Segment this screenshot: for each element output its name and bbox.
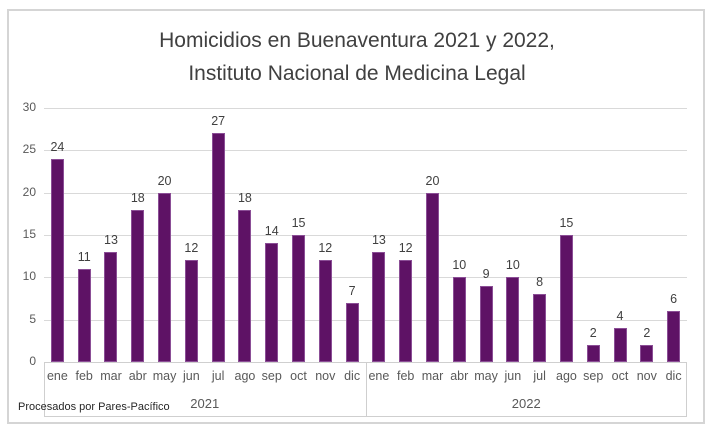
- bar-value-label: 14: [264, 224, 279, 239]
- bar-2022-mar: [425, 192, 439, 362]
- bar-2022-ene: [372, 251, 386, 362]
- month-label-2021-mar: mar: [100, 369, 122, 383]
- bar-2022-abr: [452, 277, 466, 362]
- month-label-2022-may: may: [474, 369, 498, 383]
- bar-value-label: 12: [184, 241, 199, 256]
- bar-value-label: 2: [643, 326, 651, 341]
- bar-value-label: 18: [130, 190, 145, 205]
- month-label-2022-jul: jul: [533, 369, 546, 383]
- bar-value-label: 11: [77, 249, 91, 264]
- month-label-2021-ago: ago: [234, 369, 256, 383]
- y-tick-label: 15: [22, 227, 36, 241]
- bar-2021-sep: [265, 243, 279, 362]
- bar-2022-dic: [667, 311, 681, 362]
- month-label-2021-sep: sep: [261, 369, 282, 383]
- bar-2021-mar: [104, 251, 118, 362]
- gridline-20: [44, 192, 687, 194]
- group-divider: [365, 362, 367, 417]
- gridline-10: [44, 277, 687, 279]
- month-label-2021-oct: oct: [290, 369, 307, 383]
- bar-value-label: 6: [670, 292, 678, 307]
- month-label-2022-ago: ago: [556, 369, 577, 383]
- gridline-30: [44, 108, 687, 109]
- y-tick-label: 5: [29, 311, 36, 326]
- month-label-2022-oct: oct: [611, 369, 629, 383]
- bar-2021-abr: [131, 209, 145, 362]
- y-tick-label: 30: [22, 100, 36, 114]
- month-label-2021-ene: ene: [46, 369, 68, 383]
- bar-value-label: 27: [211, 114, 226, 129]
- month-label-2022-abr: abr: [450, 369, 469, 383]
- bar-2021-jun: [184, 260, 198, 362]
- bar-value-label: 15: [291, 216, 306, 230]
- bar-value-label: 2: [589, 326, 597, 341]
- y-tick-label: 20: [22, 184, 36, 199]
- bar-2021-nov: [318, 260, 332, 362]
- month-label-2022-ene: ene: [368, 369, 390, 383]
- bar-value-label: 9: [482, 266, 490, 281]
- month-label-2022-nov: nov: [636, 369, 657, 383]
- gridline-25: [44, 150, 687, 152]
- source-note: Procesados por Pares-Pacífico: [18, 401, 170, 413]
- year-label-2022: 2022: [511, 396, 541, 411]
- month-label-2022-mar: mar: [421, 369, 444, 383]
- bar-value-label: 13: [371, 232, 386, 247]
- year-label-2021: 2021: [190, 396, 220, 411]
- bar-2022-may: [479, 285, 493, 362]
- chart-title: Homicidios en Buenaventura 2021 y 2022, …: [0, 24, 714, 90]
- bar-2022-sep: [586, 345, 600, 362]
- month-label-2022-feb: feb: [396, 369, 415, 383]
- bar-2021-oct: [292, 235, 306, 362]
- chart-title-line2: Instituto Nacional de Medicina Legal: [188, 62, 526, 85]
- bar-2022-ago: [559, 235, 573, 362]
- month-label-2021-feb: feb: [75, 369, 93, 383]
- month-label-2022-jun: jun: [504, 369, 522, 383]
- bar-value-label: 10: [452, 258, 467, 273]
- month-label-2021-dic: dic: [344, 369, 361, 383]
- month-label-2021-jul: jul: [211, 369, 225, 383]
- bar-2021-feb: [77, 268, 91, 362]
- chart-title-line1: Homicidios en Buenaventura 2021 y 2022,: [159, 29, 555, 52]
- bar-2022-jul: [533, 294, 547, 362]
- bar-value-label: 10: [505, 258, 520, 273]
- bar-value-label: 12: [318, 241, 333, 256]
- bar-value-label: 8: [536, 275, 544, 290]
- month-label-2021-jun: jun: [183, 369, 200, 383]
- bar-value-label: 18: [237, 190, 252, 205]
- bar-value-label: 13: [104, 232, 118, 247]
- y-tick-label: 25: [22, 142, 36, 157]
- bar-value-label: 20: [425, 173, 440, 188]
- bar-2021-dic: [345, 302, 359, 362]
- bar-2021-ago: [238, 209, 252, 362]
- bar-2022-feb: [399, 260, 413, 362]
- bar-2022-nov: [640, 345, 654, 362]
- y-tick-label: 0: [29, 354, 36, 368]
- bar-value-label: 20: [157, 173, 172, 188]
- gridline-5: [44, 319, 687, 321]
- bar-2021-may: [158, 192, 172, 362]
- month-label-2022-sep: sep: [583, 369, 604, 383]
- bar-2022-jun: [506, 277, 520, 362]
- month-label-2021-abr: abr: [128, 369, 147, 383]
- bar-2021-jul: [211, 133, 225, 362]
- month-label-2021-may: may: [152, 369, 177, 383]
- month-label-2021-nov: nov: [315, 369, 336, 383]
- gridline-15: [44, 235, 687, 236]
- month-label-2022-dic: dic: [665, 369, 682, 383]
- y-tick-label: 10: [22, 269, 36, 284]
- bar-value-label: 24: [50, 139, 65, 154]
- bar-value-label: 7: [348, 283, 356, 298]
- bar-value-label: 4: [616, 309, 624, 324]
- bar-2021-ene: [50, 158, 64, 362]
- bar-2022-oct: [613, 328, 627, 362]
- bar-value-label: 15: [559, 216, 574, 230]
- bar-value-label: 12: [398, 241, 413, 256]
